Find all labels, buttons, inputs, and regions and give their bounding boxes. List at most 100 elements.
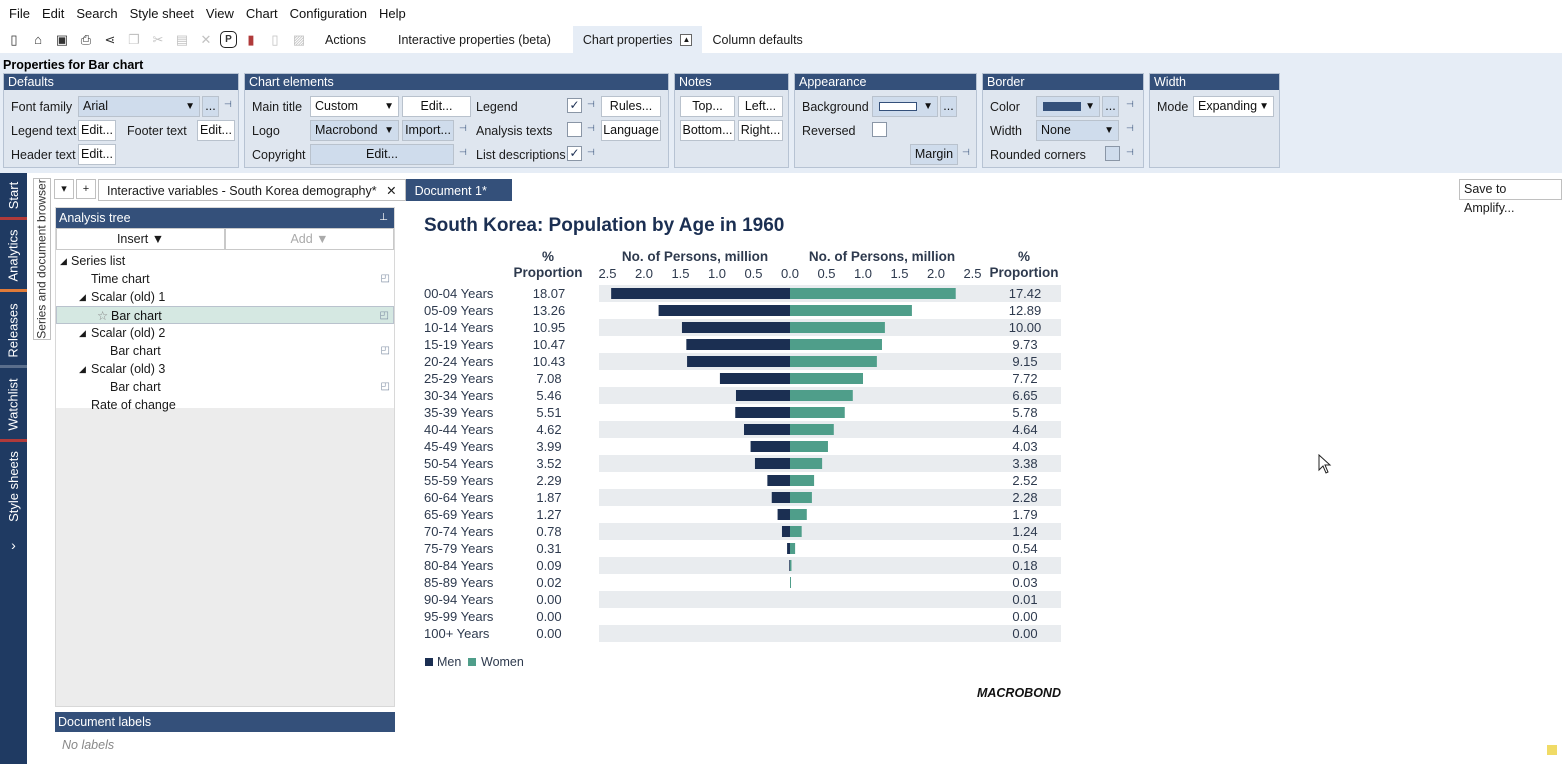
tab-interactive-variables[interactable]: Interactive variables - South Korea demo… xyxy=(98,179,406,201)
new-icon[interactable]: ▯ xyxy=(10,31,18,47)
main-title-edit-button[interactable]: Edit... xyxy=(402,96,471,117)
language-button[interactable]: Language xyxy=(601,120,661,141)
main-title-select[interactable]: Custom ▼ xyxy=(310,96,399,117)
delete-icon[interactable]: ✕ xyxy=(200,31,212,47)
menu-file[interactable]: File xyxy=(9,5,30,21)
tree-item-bar-chart-1[interactable]: ☆ Bar chart ◰ xyxy=(56,306,394,324)
footer-text-edit-button[interactable]: Edit... xyxy=(197,120,235,141)
logo-select[interactable]: Macrobond ▼ xyxy=(310,120,399,141)
menu-search[interactable]: Search xyxy=(76,5,118,21)
expand-icon[interactable]: ◢ xyxy=(60,256,67,266)
tab-actions[interactable]: Actions xyxy=(325,32,366,47)
open-window-icon[interactable]: ◰ xyxy=(380,345,390,356)
tree-item-time-chart[interactable]: Time chart ◰ xyxy=(56,270,394,288)
share-icon[interactable]: ⋖ xyxy=(104,31,116,47)
pin-icon[interactable]: ⊣ xyxy=(587,123,595,133)
tree-item-bar-chart-2[interactable]: Bar chart ◰ xyxy=(56,342,394,360)
notes-left-button[interactable]: Left... xyxy=(738,96,783,117)
insert-button[interactable]: Insert ▼ xyxy=(56,228,225,250)
header-text-edit-button[interactable]: Edit... xyxy=(78,144,116,165)
save-icon[interactable]: ▣ xyxy=(55,31,69,47)
rounded-corners-checkbox[interactable] xyxy=(1105,146,1120,161)
tree-item-scalar-3[interactable]: ◢ Scalar (old) 3 xyxy=(56,360,394,378)
open-window-icon[interactable]: ◰ xyxy=(380,381,390,392)
tree-item-scalar-2[interactable]: ◢ Scalar (old) 2 xyxy=(56,324,394,342)
expand-icon[interactable]: ◢ xyxy=(79,328,86,338)
close-icon[interactable]: ✕ xyxy=(386,184,397,198)
tab-interactive-properties[interactable]: Interactive properties (beta) xyxy=(398,32,551,47)
chevron-right-icon[interactable]: › xyxy=(11,537,16,553)
notes-bottom-button[interactable]: Bottom... xyxy=(680,120,735,141)
width-mode-select[interactable]: Expanding ▼ xyxy=(1193,96,1274,117)
legend-rules-button[interactable]: Rules... xyxy=(601,96,661,117)
star-icon[interactable]: ☆ xyxy=(97,309,109,323)
analysis-texts-checkbox[interactable] xyxy=(567,122,582,137)
tab-column-defaults[interactable]: Column defaults xyxy=(712,32,803,47)
cut-icon[interactable]: ✂ xyxy=(152,31,164,47)
tree-item-rate-of-change[interactable]: Rate of change xyxy=(56,396,394,414)
copy-icon[interactable]: ❐ xyxy=(128,31,140,47)
menu-configuration[interactable]: Configuration xyxy=(289,5,367,21)
list-descriptions-checkbox[interactable]: ✓ xyxy=(567,146,582,161)
menu-help[interactable]: Help xyxy=(378,5,406,21)
border-color-select[interactable]: ▼ xyxy=(1036,96,1100,117)
print-icon[interactable]: ⎙ xyxy=(80,31,92,47)
tab-document-1[interactable]: Document 1* xyxy=(405,179,512,201)
tree-item-scalar-1[interactable]: ◢ Scalar (old) 1 xyxy=(56,288,394,306)
chart-type-icon[interactable]: ▮ xyxy=(247,31,255,47)
menu-view[interactable]: View xyxy=(205,5,234,21)
background-more-button[interactable]: ... xyxy=(940,96,957,117)
pin-icon[interactable]: ⊣ xyxy=(459,123,467,133)
expand-icon[interactable]: ◢ xyxy=(79,364,86,374)
collapse-icon[interactable]: ▲ xyxy=(680,33,693,46)
save-to-amplify-button[interactable]: Save to Amplify... xyxy=(1459,179,1562,215)
pin-icon[interactable]: ⊣ xyxy=(224,99,232,109)
open-icon[interactable]: ⌂ xyxy=(34,32,42,47)
background-color-select[interactable]: ▼ xyxy=(872,96,938,117)
page-icon[interactable]: ▯ xyxy=(271,31,279,47)
tab-chart-properties[interactable]: Chart properties ▲ xyxy=(572,26,703,53)
add-button[interactable]: Add ▼ xyxy=(225,228,394,250)
reversed-checkbox[interactable] xyxy=(872,122,887,137)
border-width-select[interactable]: None ▼ xyxy=(1036,120,1119,141)
menu-edit[interactable]: Edit xyxy=(41,5,65,21)
legend-text-edit-button[interactable]: Edit... xyxy=(78,120,116,141)
series-document-browser-tab[interactable]: Series and document browser xyxy=(33,178,51,340)
chart-area[interactable]: South Korea: Population by Age in 1960% P… xyxy=(404,207,1081,713)
sidebar-tab-watchlist[interactable]: Watchlist xyxy=(0,369,27,439)
pin-icon[interactable]: ⊣ xyxy=(459,147,467,157)
paste-icon[interactable]: ▤ xyxy=(175,31,189,47)
notes-right-button[interactable]: Right... xyxy=(738,120,783,141)
open-window-icon[interactable]: ◰ xyxy=(379,310,389,321)
copyright-edit-button[interactable]: Edit... xyxy=(310,144,454,165)
sidebar-tab-style-sheets[interactable]: Style sheets xyxy=(0,443,27,529)
sidebar-tab-releases[interactable]: Releases xyxy=(0,295,27,365)
notes-top-button[interactable]: Top... xyxy=(680,96,735,117)
legend-checkbox[interactable]: ✓ xyxy=(567,98,582,113)
font-family-select[interactable]: Arial ▼ xyxy=(78,96,200,117)
presentation-icon[interactable]: P xyxy=(220,31,237,48)
pin-icon[interactable]: ⊣ xyxy=(1126,99,1134,109)
expand-icon[interactable]: ◢ xyxy=(79,292,86,302)
font-more-button[interactable]: ... xyxy=(202,96,219,117)
pin-icon[interactable]: ⊣ xyxy=(1126,147,1134,157)
pin-icon[interactable]: ⊣ xyxy=(587,147,595,157)
tab-list-dropdown[interactable]: ▾ xyxy=(54,179,74,199)
tree-item-series-list[interactable]: ◢ Series list xyxy=(56,252,394,270)
open-window-icon[interactable]: ◰ xyxy=(380,273,390,284)
tree-item-bar-chart-3[interactable]: Bar chart ◰ xyxy=(56,378,394,396)
new-tab-button[interactable]: + xyxy=(76,179,96,199)
image-icon[interactable]: ▨ xyxy=(292,31,306,47)
pin-icon[interactable]: ⊥ xyxy=(379,212,388,223)
pin-icon[interactable]: ⊣ xyxy=(962,147,970,157)
logo-import-button[interactable]: Import... xyxy=(402,120,454,141)
sidebar-tab-analytics[interactable]: Analytics xyxy=(0,221,27,289)
border-more-button[interactable]: ... xyxy=(1102,96,1119,117)
pin-icon[interactable]: ⊣ xyxy=(587,99,595,109)
menu-chart[interactable]: Chart xyxy=(245,5,278,21)
resize-grip-icon[interactable] xyxy=(1547,745,1557,755)
sidebar-tab-start[interactable]: Start xyxy=(0,173,27,217)
margin-button[interactable]: Margin xyxy=(910,144,958,165)
pin-icon[interactable]: ⊣ xyxy=(1126,123,1134,133)
menu-style-sheet[interactable]: Style sheet xyxy=(129,5,194,21)
